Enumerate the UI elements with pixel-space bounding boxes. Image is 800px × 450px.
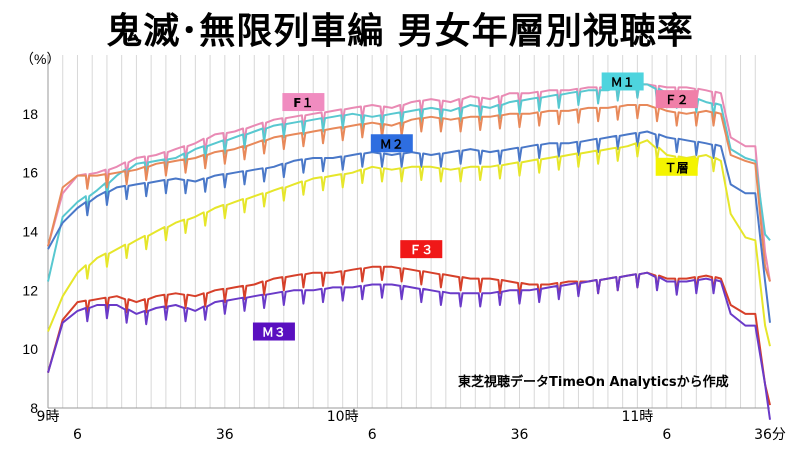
series-label: Ｆ２ xyxy=(655,90,698,109)
series-label: Ｍ３ xyxy=(252,322,295,341)
series-label-text: F１ xyxy=(293,96,313,110)
x-tick-label: 11時 xyxy=(621,409,653,425)
x-tick-label: 36 xyxy=(216,427,234,443)
series-label: Ｆ３ xyxy=(400,240,443,259)
series-label: Ｍ１ xyxy=(601,72,644,91)
series-label-box xyxy=(400,240,443,259)
series-line xyxy=(47,83,771,282)
x-tick-label: 9時 xyxy=(37,409,60,425)
y-axis-unit: （%） xyxy=(20,51,60,67)
x-tick-label: 36 xyxy=(511,427,529,443)
y-axis-ticks: 8 10 12 14 16 18 xyxy=(22,106,38,416)
x-tick-label: 6 xyxy=(73,427,82,443)
series-label: Ｍ２ xyxy=(370,134,413,153)
x-tick-label: 6 xyxy=(368,427,377,443)
series-label-box xyxy=(252,322,295,341)
source-note: 東芝視聴データTimeOn Analyticsから作成 xyxy=(458,374,729,390)
y-tick-label: 16 xyxy=(22,165,38,181)
series-label: F１ xyxy=(282,93,325,112)
y-tick-label: 12 xyxy=(22,282,38,298)
series-line xyxy=(47,139,771,347)
series-label-text: Ｍ２ xyxy=(380,137,404,151)
y-tick-label: 8 xyxy=(30,400,38,416)
series-lines xyxy=(47,83,771,420)
x-axis-ticks: 9時 6 36 10時 6 36 11時 6 36分 xyxy=(37,409,786,443)
series-labels: F１ Ｍ１ Ｆ２ Ｍ２ Ｔ層 Ｆ３ Ｍ３ xyxy=(252,72,698,341)
series-label-box xyxy=(282,93,325,112)
chart-title: 鬼滅･無限列車編 男女年層別視聴率 xyxy=(106,11,694,52)
series-label-box xyxy=(655,157,698,176)
series-label-text: Ｔ層 xyxy=(665,161,689,175)
series-label-box xyxy=(655,90,698,109)
series-label-text: Ｆ２ xyxy=(665,93,689,107)
series-label: Ｔ層 xyxy=(655,157,698,176)
x-tick-label: 36分 xyxy=(754,427,786,443)
series-label-text: Ｍ１ xyxy=(611,75,635,89)
series-line xyxy=(47,271,771,420)
series-label-text: Ｍ３ xyxy=(262,326,286,340)
series-line xyxy=(47,130,771,323)
series-label-box xyxy=(601,72,644,91)
y-tick-label: 14 xyxy=(22,224,38,240)
x-tick-label: 10時 xyxy=(327,409,359,425)
series-line xyxy=(47,104,771,282)
series-label-box xyxy=(370,134,413,153)
y-tick-label: 18 xyxy=(22,106,38,122)
series-label-text: Ｆ３ xyxy=(409,243,433,257)
grid-lines xyxy=(47,55,770,409)
x-tick-label: 6 xyxy=(662,427,671,443)
y-tick-label: 10 xyxy=(22,341,38,357)
